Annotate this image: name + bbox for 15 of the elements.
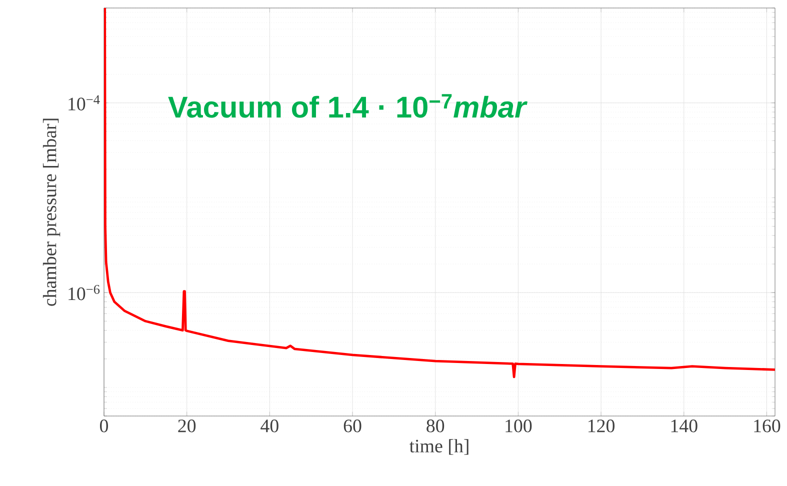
y-tick-label: 10$^{−4}$ bbox=[68, 95, 100, 110]
x-tick-label: 120 bbox=[588, 420, 615, 432]
x-tick-label: 0 bbox=[100, 420, 108, 432]
x-tick-label: 80 bbox=[426, 420, 444, 432]
x-tick-label: 100 bbox=[506, 420, 532, 432]
x-tick-label: 40 bbox=[260, 420, 278, 432]
y-axis-title: chamber pressure [mbar] bbox=[42, 118, 60, 306]
x-tick-label: 160 bbox=[754, 420, 780, 432]
line-series bbox=[104, 8, 776, 378]
annotation: Vacuum of 1.4 · 10$^{−7}$mbar bbox=[168, 94, 528, 118]
x-tick-label: 140 bbox=[671, 420, 698, 432]
x-tick-label: 20 bbox=[178, 420, 196, 432]
x-tick-label: 60 bbox=[344, 420, 362, 432]
x-axis-title: time [h] bbox=[409, 439, 468, 455]
y-tick-label: 10$^{−6}$ bbox=[68, 284, 100, 300]
